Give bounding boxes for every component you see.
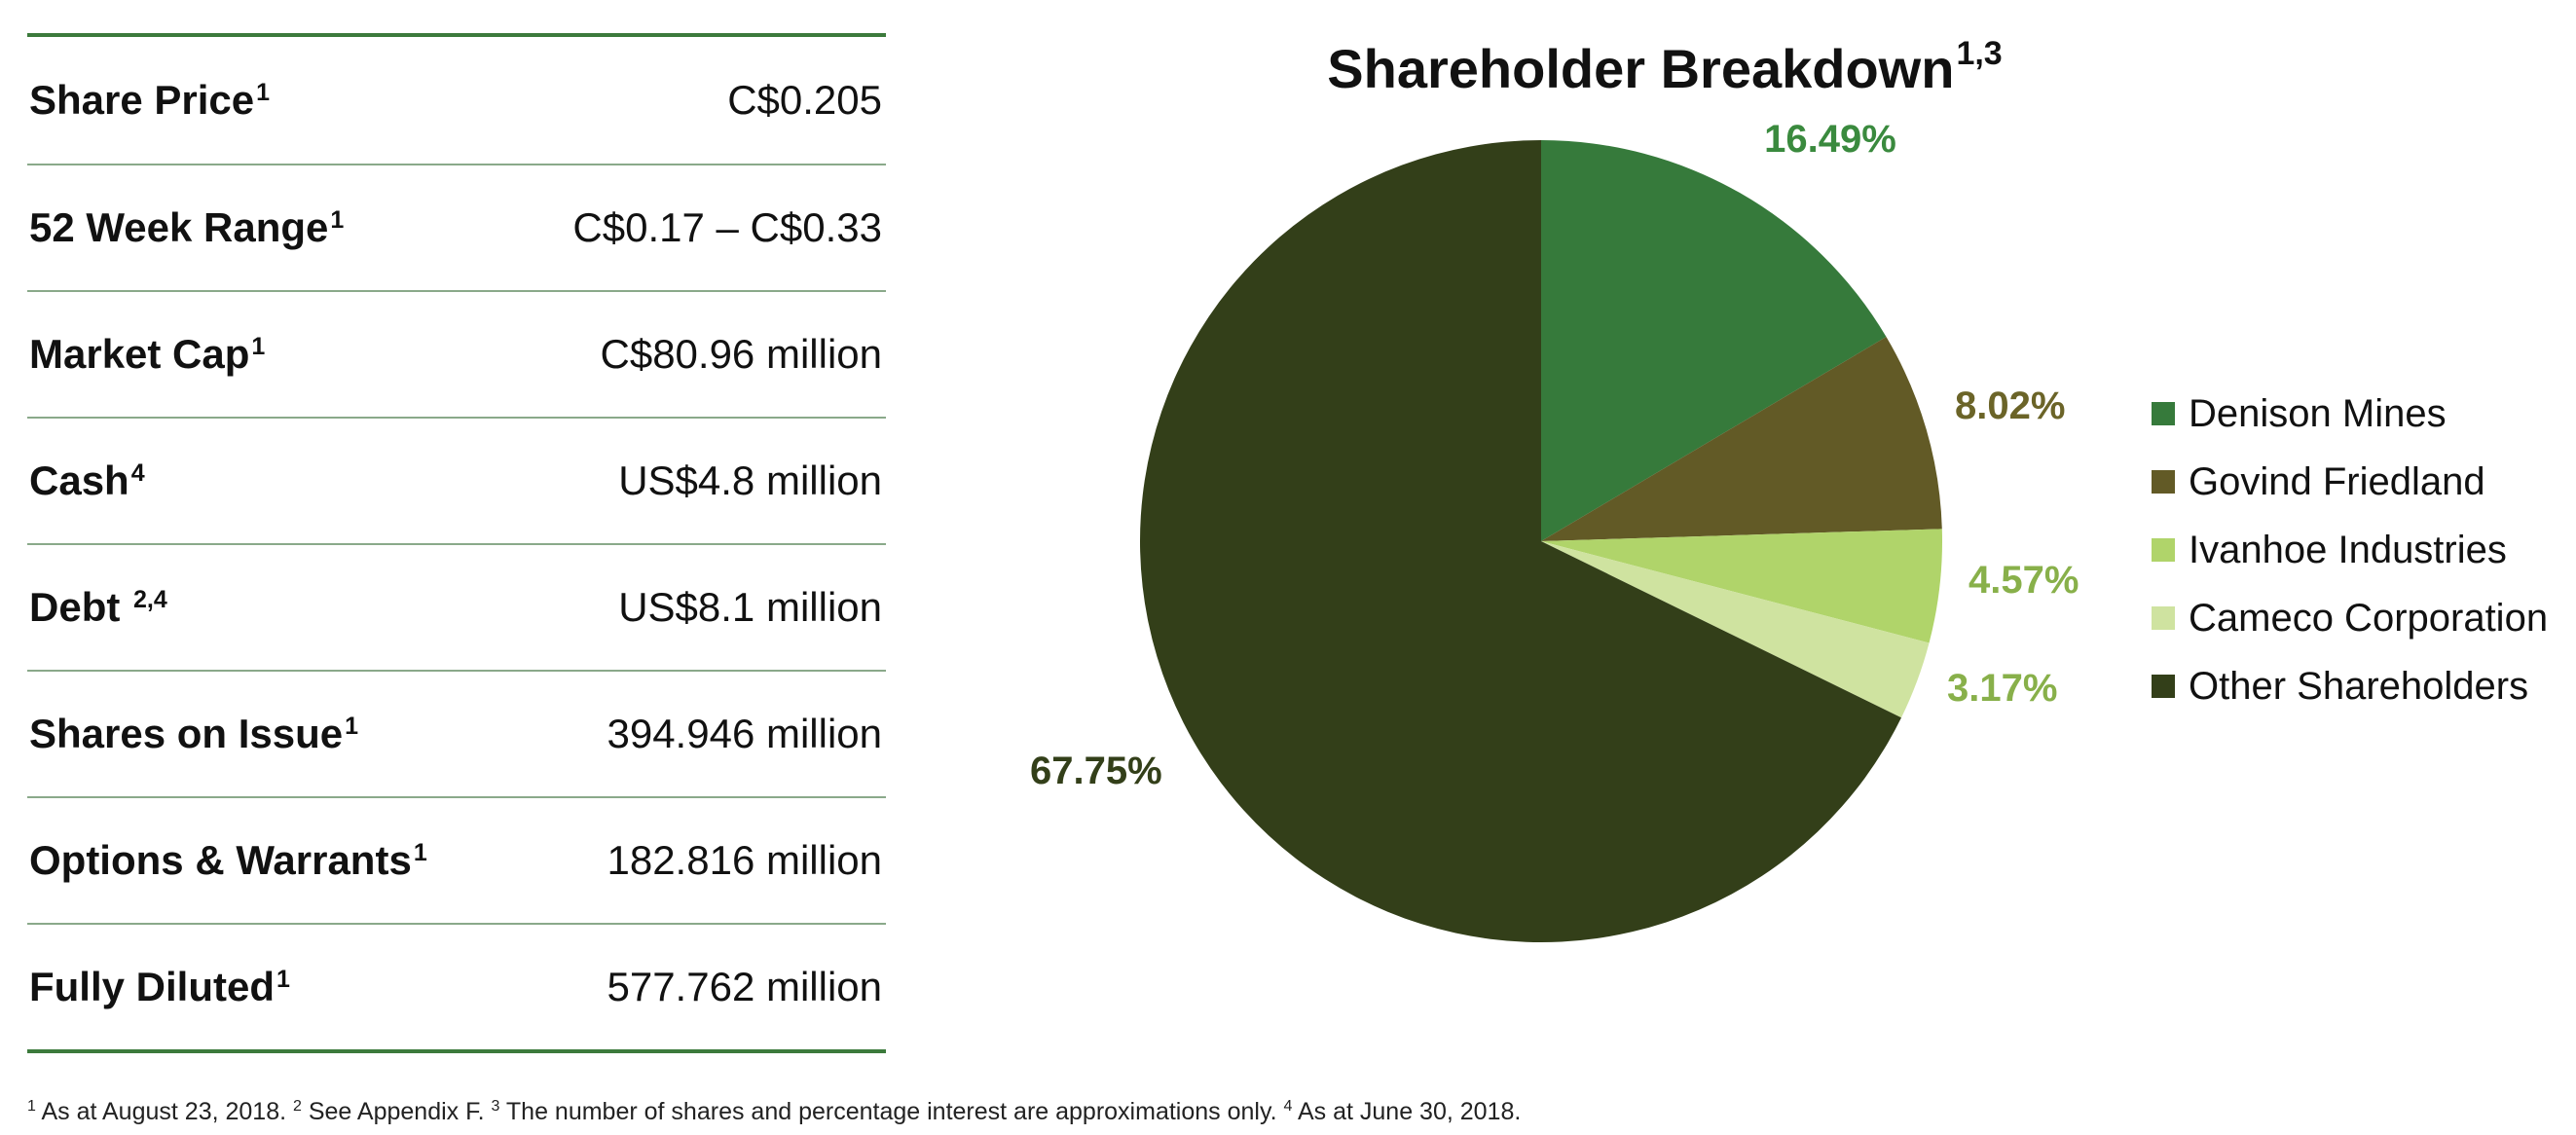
stat-label: Options & Warrants1: [27, 837, 427, 884]
footnote: 1 As at August 23, 2018. 2 See Appendix …: [27, 1098, 1521, 1126]
stat-footnote-mark: 1: [256, 79, 271, 106]
stat-label-text: Debt: [29, 584, 131, 630]
legend-label: Govind Friedland: [2189, 459, 2485, 503]
stat-footnote-mark: 4: [130, 459, 145, 487]
stat-value: US$8.1 million: [618, 584, 882, 630]
stat-label-text: Share Price: [29, 77, 255, 123]
footnote-mark-2: 2: [293, 1098, 302, 1115]
legend-item: Denison Mines: [2152, 380, 2548, 448]
stat-label: 52 Week Range1: [27, 204, 344, 251]
table-bottom-rule: [27, 1049, 886, 1053]
stats-table: Share Price1 C$0.205 52 Week Range1 C$0.17 …: [27, 33, 886, 1053]
stat-value: US$4.8 million: [618, 458, 882, 503]
footnote-mark-1: 1: [27, 1098, 36, 1115]
legend-item: Other Shareholders: [2152, 652, 2548, 720]
footnote-text-2: See Appendix F.: [301, 1098, 492, 1125]
stat-row: Cash4 US$4.8 million: [27, 417, 886, 543]
chart-title-footnote-mark: 1,3: [1956, 35, 2003, 72]
slice-percent-label: 8.02%: [1955, 384, 2065, 427]
stat-footnote-mark: 1: [345, 713, 359, 740]
slice-percent-label: 67.75%: [1030, 750, 1162, 792]
slice-percent-label: 16.49%: [1764, 118, 1896, 161]
legend-swatch: [2152, 402, 2175, 425]
stat-label-text: Market Cap: [29, 331, 250, 377]
pie-slice: [1140, 140, 1901, 942]
legend-item: Ivanhoe Industries: [2152, 516, 2548, 584]
legend-item: Cameco Corporation: [2152, 584, 2548, 652]
pie-slice: [1541, 541, 1930, 718]
stat-row: Options & Warrants1 182.816 million: [27, 796, 886, 923]
stat-value: C$80.96 million: [600, 331, 883, 377]
footnote-mark-4: 4: [1283, 1098, 1293, 1115]
slice-percent-label: 3.17%: [1947, 667, 2057, 710]
stat-label: Shares on Issue1: [27, 711, 358, 757]
stat-row: 52 Week Range1 C$0.17 – C$0.33: [27, 164, 886, 290]
stat-footnote-mark: 1: [251, 333, 266, 360]
stat-footnote-mark: 1: [276, 966, 290, 993]
legend-item: Govind Friedland: [2152, 448, 2548, 516]
stat-label-text: Shares on Issue: [29, 711, 344, 756]
stat-value: C$0.17 – C$0.33: [572, 204, 882, 250]
legend-label: Other Shareholders: [2189, 664, 2529, 708]
footnote-text-1: As at August 23, 2018.: [35, 1098, 293, 1125]
stat-label-text: 52 Week Range: [29, 204, 329, 250]
stat-label-text: Options & Warrants: [29, 837, 412, 883]
stat-label: Cash4: [27, 458, 145, 504]
chart-title: Shareholder Breakdown1,3: [1100, 35, 2229, 100]
legend-swatch: [2152, 675, 2175, 698]
legend-label: Cameco Corporation: [2189, 596, 2549, 640]
stat-footnote-mark: 1: [330, 206, 345, 234]
stat-row: Fully Diluted1 577.762 million: [27, 923, 886, 1049]
stat-row: Share Price1 C$0.205: [27, 37, 886, 164]
stat-value: 577.762 million: [607, 964, 882, 1009]
slice-percent-label: 4.57%: [1969, 559, 2079, 602]
stat-label-text: Fully Diluted: [29, 964, 275, 1009]
legend-label: Ivanhoe Industries: [2189, 528, 2507, 571]
chart-legend: Denison Mines Govind Friedland Ivanhoe Ind…: [2152, 380, 2548, 720]
stat-value: C$0.205: [727, 77, 882, 123]
table-top-rule: [27, 33, 886, 37]
footnote-text-3: The number of shares and percentage inte…: [499, 1098, 1284, 1125]
stat-label-text: Cash: [29, 458, 129, 503]
stat-row: Shares on Issue1 394.946 million: [27, 670, 886, 796]
legend-label: Denison Mines: [2189, 391, 2447, 435]
stat-row: Debt 2,4 US$8.1 million: [27, 543, 886, 670]
stat-label: Share Price1: [27, 77, 270, 124]
stat-label: Fully Diluted1: [27, 964, 290, 1010]
stat-footnote-mark: 1: [413, 839, 427, 866]
pie-slice: [1541, 337, 1942, 541]
stat-value: 182.816 million: [607, 837, 882, 883]
footnote-text-4: As at June 30, 2018.: [1292, 1098, 1522, 1125]
stat-row: Market Cap1 C$80.96 million: [27, 290, 886, 417]
footnote-mark-3: 3: [491, 1098, 500, 1115]
stat-value: 394.946 million: [607, 711, 882, 756]
stat-label: Market Cap1: [27, 331, 265, 378]
stat-footnote-mark: 2,4: [133, 586, 167, 613]
legend-swatch: [2152, 470, 2175, 494]
pie-slice: [1541, 140, 1887, 541]
pie-slice: [1541, 529, 1943, 643]
legend-swatch: [2152, 538, 2175, 562]
chart-title-text: Shareholder Breakdown: [1327, 38, 1955, 99]
legend-swatch: [2152, 606, 2175, 630]
stat-label: Debt 2,4: [27, 584, 167, 631]
